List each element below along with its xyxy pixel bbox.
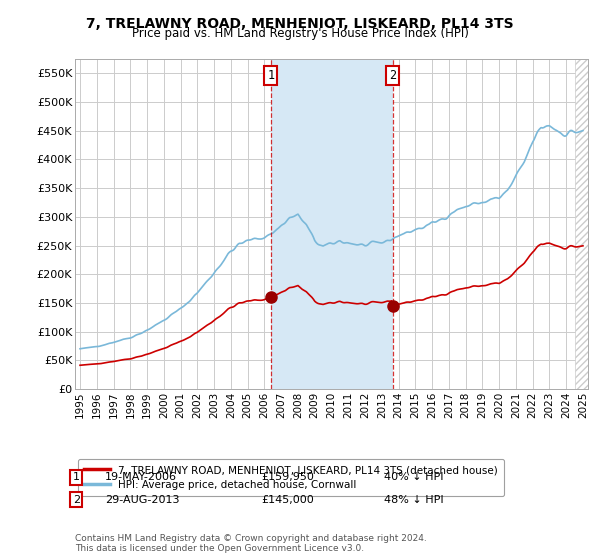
Text: 2: 2: [73, 494, 80, 505]
Text: 7, TRELAWNY ROAD, MENHENIOT, LISKEARD, PL14 3TS: 7, TRELAWNY ROAD, MENHENIOT, LISKEARD, P…: [86, 17, 514, 31]
Text: £159,950: £159,950: [261, 472, 314, 482]
Text: 29-AUG-2013: 29-AUG-2013: [105, 494, 179, 505]
Bar: [271, 59, 393, 389]
Bar: [575, 59, 588, 389]
Text: 2: 2: [389, 69, 397, 82]
Text: 1: 1: [73, 472, 80, 482]
Text: 48% ↓ HPI: 48% ↓ HPI: [384, 494, 443, 505]
Text: 1: 1: [267, 69, 274, 82]
Legend: 7, TRELAWNY ROAD, MENHENIOT, LISKEARD, PL14 3TS (detached house), HPI: Average p: 7, TRELAWNY ROAD, MENHENIOT, LISKEARD, P…: [77, 459, 504, 497]
Text: Contains HM Land Registry data © Crown copyright and database right 2024.
This d: Contains HM Land Registry data © Crown c…: [75, 534, 427, 553]
Text: Price paid vs. HM Land Registry's House Price Index (HPI): Price paid vs. HM Land Registry's House …: [131, 27, 469, 40]
Text: 19-MAY-2006: 19-MAY-2006: [105, 472, 177, 482]
Text: £145,000: £145,000: [261, 494, 314, 505]
Text: 40% ↓ HPI: 40% ↓ HPI: [384, 472, 443, 482]
